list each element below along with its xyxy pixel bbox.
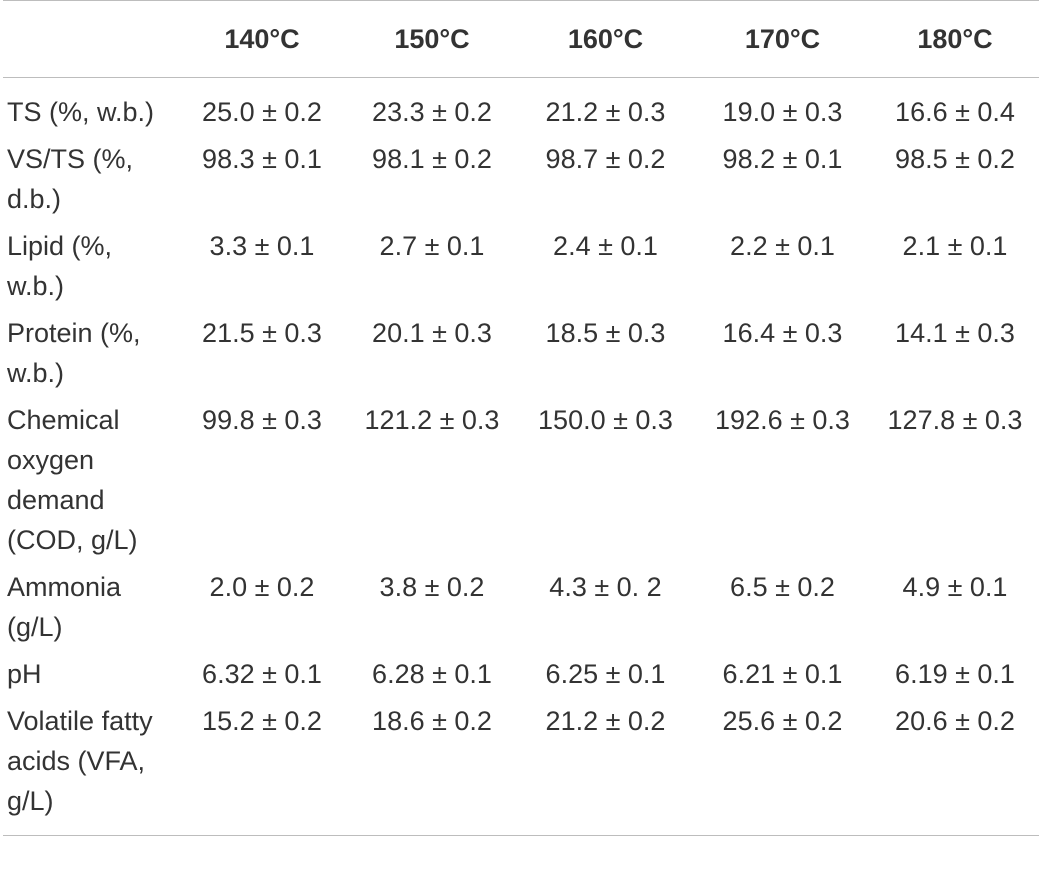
table-cell: 121.2 ± 0.3 (364, 405, 500, 435)
row-label: Lipid (%, w.b.) (7, 231, 113, 301)
row-label: Chemical oxygen demand (COD, g/L) (7, 405, 138, 555)
table-cell: 16.6 ± 0.4 (895, 97, 1015, 127)
table-cell: 2.7 ± 0.1 (379, 231, 485, 261)
table-cell: 20.6 ± 0.2 (871, 701, 1039, 836)
table-cell: 21.2 ± 0.2 (517, 701, 694, 836)
table-cell: 2.2 ± 0.1 (730, 231, 835, 261)
table-cell: 98.3 ± 0.1 (202, 144, 322, 174)
header-cell-160c: 160°C (517, 0, 694, 78)
header-cell-blank (3, 0, 177, 78)
table-row: TS (%, w.b.) 25.0 ± 0.2 23.3 ± 0.2 21.2 … (3, 78, 1039, 140)
header-cell-140c: 140°C (177, 0, 347, 78)
table-header: 140°C 150°C 160°C 170°C 180°C (3, 0, 1039, 78)
table-cell: 21.2 ± 0.3 (545, 97, 666, 127)
row-label: Ammonia (g/L) (7, 572, 122, 642)
table-row: Chemical oxygen demand (COD, g/L) 99.8 ±… (3, 400, 1039, 567)
table-cell: 6.21 ± 0.1 (722, 659, 843, 689)
table-cell: 6.32 ± 0.1 (202, 659, 322, 689)
table-cell: 18.6 ± 0.2 (347, 701, 517, 836)
table-cell: 2.0 ± 0.2 (209, 572, 315, 602)
table-cell: 4.3 ± 0. 2 (549, 572, 662, 602)
data-table: 140°C 150°C 160°C 170°C 180°C TS (%, w.b… (3, 0, 1039, 836)
table-cell: 2.1 ± 0.1 (902, 231, 1008, 261)
table-cell: 18.5 ± 0.3 (545, 318, 666, 348)
table-cell: 3.8 ± 0.2 (379, 572, 485, 602)
table-cell: 16.4 ± 0.3 (722, 318, 843, 348)
table-row: Volatile fatty acids (VFA, g/L) 15.2 ± 0… (3, 701, 1039, 836)
table-cell: 192.6 ± 0.3 (715, 405, 850, 435)
table-body: TS (%, w.b.) 25.0 ± 0.2 23.3 ± 0.2 21.2 … (3, 78, 1039, 836)
table-cell: 2.4 ± 0.1 (553, 231, 658, 261)
table-row: pH 6.32 ± 0.1 6.28 ± 0.1 6.25 ± 0.1 6.21… (3, 654, 1039, 701)
table-cell: 99.8 ± 0.3 (202, 405, 322, 435)
table-cell: 3.3 ± 0.1 (209, 231, 315, 261)
table-row: Ammonia (g/L) 2.0 ± 0.2 3.8 ± 0.2 4.3 ± … (3, 567, 1039, 654)
table-cell: 23.3 ± 0.2 (372, 97, 492, 127)
table-cell: 20.1 ± 0.3 (372, 318, 492, 348)
header-row: 140°C 150°C 160°C 170°C 180°C (3, 0, 1039, 78)
table-cell: 127.8 ± 0.3 (887, 405, 1023, 435)
header-cell-150c: 150°C (347, 0, 517, 78)
row-label: VS/TS (%, d.b.) (7, 144, 134, 214)
table-row: Lipid (%, w.b.) 3.3 ± 0.1 2.7 ± 0.1 2.4 … (3, 226, 1039, 313)
table-cell: 98.5 ± 0.2 (895, 144, 1015, 174)
table-row: Protein (%, w.b.) 21.5 ± 0.3 20.1 ± 0.3 … (3, 313, 1039, 400)
table-cell: 6.5 ± 0.2 (730, 572, 835, 602)
table-row: VS/TS (%, d.b.) 98.3 ± 0.1 98.1 ± 0.2 98… (3, 139, 1039, 226)
header-cell-170c: 170°C (694, 0, 871, 78)
table-cell: 21.5 ± 0.3 (202, 318, 322, 348)
table-cell: 6.19 ± 0.1 (895, 659, 1015, 689)
row-label: TS (%, w.b.) (7, 97, 155, 127)
table-cell: 25.6 ± 0.2 (694, 701, 871, 836)
table-cell: 6.28 ± 0.1 (372, 659, 492, 689)
table-cell: 98.7 ± 0.2 (545, 144, 666, 174)
table-cell: 19.0 ± 0.3 (722, 97, 843, 127)
table-cell: 14.1 ± 0.3 (895, 318, 1015, 348)
table-cell: 15.2 ± 0.2 (177, 701, 347, 836)
table-cell: 6.25 ± 0.1 (545, 659, 666, 689)
header-cell-180c: 180°C (871, 0, 1039, 78)
row-label: Protein (%, w.b.) (7, 318, 141, 388)
table-cell: 150.0 ± 0.3 (538, 405, 673, 435)
table-cell: 98.1 ± 0.2 (372, 144, 492, 174)
row-label: Volatile fatty acids (VFA, g/L) (3, 701, 177, 836)
table-cell: 98.2 ± 0.1 (722, 144, 843, 174)
table-cell: 4.9 ± 0.1 (902, 572, 1008, 602)
table-cell: 25.0 ± 0.2 (202, 97, 322, 127)
row-label: pH (7, 659, 42, 689)
